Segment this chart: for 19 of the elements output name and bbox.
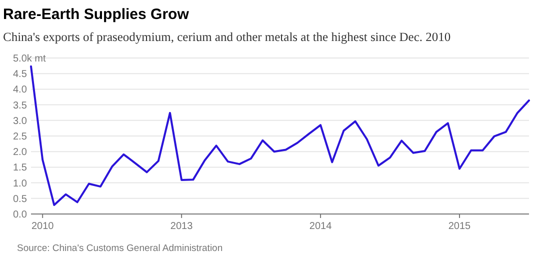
x-tick-label: 2013 — [170, 221, 194, 232]
chart-title: Rare-Earth Supplies Grow — [3, 6, 190, 23]
y-tick-label: 2.5 — [13, 132, 28, 142]
y-tick-label: 4.0 — [13, 84, 28, 96]
x-tick-label: 2014 — [309, 221, 332, 232]
source-note: Source: China's Customs General Administration — [17, 243, 223, 254]
y-tick-label: 3.5 — [13, 100, 28, 112]
y-tick-label: 1.5 — [13, 162, 28, 174]
x-tick-label: 2010 — [31, 221, 54, 232]
chart-subtitle: China's exports of praseodymium, cerium and other metals at the highest since Dec. 2010 — [3, 30, 451, 44]
y-tick-label: 5.0k mt — [13, 54, 46, 64]
y-tick-label: 0.0 — [13, 210, 28, 220]
y-tick-label: 3.0 — [13, 116, 28, 127]
y-tick-label: 4.5 — [13, 69, 28, 80]
y-tick-label: 1.0 — [13, 178, 28, 190]
y-tick-label: 2.0 — [13, 147, 28, 158]
x-tick-label: 2015 — [448, 221, 472, 232]
y-tick-label: 0.5 — [13, 194, 28, 205]
line-series — [30, 65, 530, 206]
